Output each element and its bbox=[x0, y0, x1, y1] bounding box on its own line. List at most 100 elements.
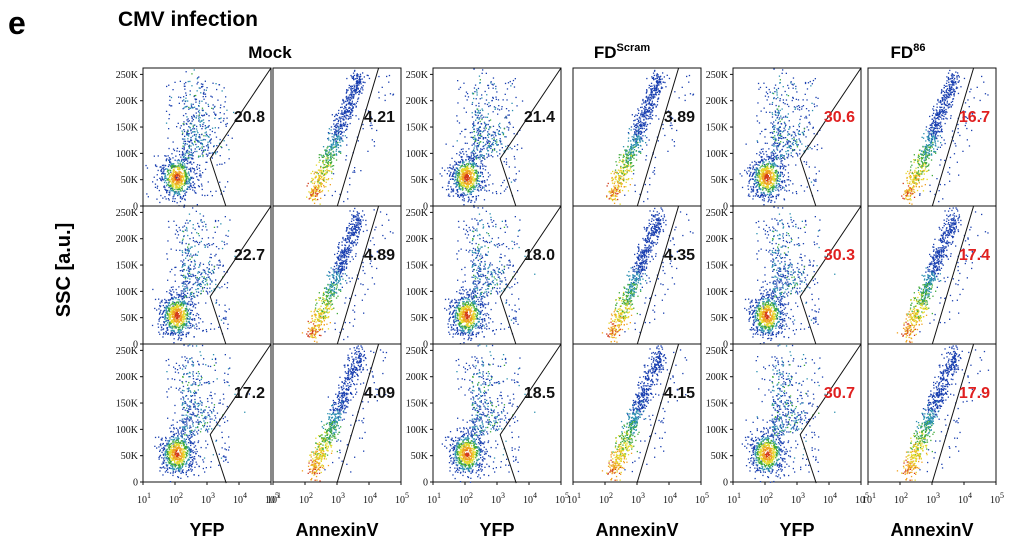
event-dot bbox=[334, 131, 336, 133]
event-dot bbox=[767, 187, 769, 189]
event-dot bbox=[492, 192, 494, 194]
event-dots bbox=[606, 69, 695, 208]
event-dot bbox=[334, 146, 336, 148]
event-dot bbox=[163, 181, 166, 184]
event-dot bbox=[798, 105, 800, 107]
event-dot bbox=[314, 194, 317, 196]
event-dot bbox=[608, 198, 610, 200]
event-dot bbox=[174, 81, 176, 83]
event-dot bbox=[626, 155, 628, 157]
event-dot bbox=[185, 158, 187, 160]
event-dot bbox=[187, 181, 189, 183]
event-dot bbox=[625, 149, 627, 151]
event-dot bbox=[181, 100, 184, 102]
event-dot bbox=[618, 186, 620, 188]
event-dot bbox=[465, 170, 467, 172]
event-dot bbox=[199, 155, 201, 157]
event-dot bbox=[483, 165, 485, 167]
event-dot bbox=[172, 174, 174, 176]
event-dot bbox=[219, 107, 222, 109]
event-dot bbox=[662, 72, 664, 74]
event-dot bbox=[184, 138, 186, 140]
event-dot bbox=[787, 155, 790, 157]
event-dot bbox=[667, 110, 670, 112]
event-dot bbox=[184, 88, 186, 90]
event-dot bbox=[502, 181, 504, 184]
event-dot bbox=[470, 170, 472, 172]
event-dot bbox=[198, 167, 200, 169]
event-dot bbox=[460, 193, 462, 195]
event-dot bbox=[943, 95, 945, 98]
event-dot bbox=[652, 96, 655, 99]
event-dot bbox=[453, 171, 455, 173]
event-dot bbox=[219, 112, 221, 114]
event-dot bbox=[761, 177, 763, 180]
event-dot bbox=[169, 175, 171, 177]
event-dot bbox=[462, 148, 464, 150]
event-dot bbox=[205, 112, 207, 114]
event-dot bbox=[174, 192, 176, 195]
event-dot bbox=[777, 189, 779, 191]
event-dot bbox=[168, 194, 170, 196]
event-dot bbox=[814, 145, 816, 147]
event-dot bbox=[183, 160, 185, 162]
event-dot bbox=[611, 190, 613, 192]
y-tick-label: 50K bbox=[411, 175, 429, 186]
event-dot bbox=[357, 97, 360, 99]
event-dot bbox=[760, 191, 762, 194]
event-dot bbox=[470, 158, 472, 160]
event-dot bbox=[631, 178, 633, 180]
event-dot bbox=[350, 90, 352, 92]
event-dot bbox=[505, 116, 507, 119]
event-dot bbox=[752, 174, 754, 176]
event-dot bbox=[785, 115, 787, 117]
event-dot bbox=[477, 122, 479, 125]
event-dot bbox=[903, 193, 905, 196]
event-dot bbox=[658, 93, 660, 95]
event-dot bbox=[752, 168, 754, 170]
event-dot bbox=[770, 170, 772, 172]
event-dot bbox=[464, 95, 467, 97]
event-dot bbox=[329, 162, 332, 164]
event-dot bbox=[350, 108, 352, 111]
event-dot bbox=[626, 157, 629, 160]
event-dot bbox=[771, 188, 774, 190]
event-dot bbox=[356, 80, 358, 82]
event-dot bbox=[455, 186, 457, 188]
event-dot bbox=[777, 187, 779, 189]
event-dot bbox=[319, 189, 321, 191]
event-dot bbox=[180, 172, 183, 174]
event-dot bbox=[798, 106, 801, 108]
event-dot bbox=[196, 108, 198, 110]
event-dot bbox=[173, 183, 175, 185]
event-dot bbox=[188, 120, 190, 122]
event-dot bbox=[475, 198, 477, 200]
event-dot bbox=[773, 162, 775, 164]
event-dot bbox=[606, 196, 608, 198]
event-dot bbox=[769, 171, 772, 173]
event-dot bbox=[495, 88, 497, 90]
event-dot bbox=[355, 115, 357, 117]
event-dot bbox=[803, 128, 806, 130]
event-dot bbox=[487, 123, 489, 126]
event-dot bbox=[463, 181, 466, 183]
event-dot bbox=[758, 183, 761, 186]
event-dot bbox=[756, 140, 758, 142]
event-dot bbox=[192, 114, 195, 116]
event-dot bbox=[765, 170, 767, 172]
event-dot bbox=[212, 82, 214, 84]
event-dot bbox=[332, 138, 334, 140]
event-dot bbox=[645, 142, 647, 144]
event-dot bbox=[752, 195, 755, 197]
event-dot bbox=[319, 184, 321, 186]
event-dot bbox=[613, 185, 615, 187]
event-dot bbox=[184, 169, 186, 171]
event-dot bbox=[225, 123, 227, 126]
event-dot bbox=[165, 177, 167, 179]
event-dot bbox=[776, 175, 778, 178]
event-dot bbox=[203, 122, 205, 124]
event-dot bbox=[487, 113, 489, 115]
event-dot bbox=[326, 171, 328, 173]
event-dot bbox=[182, 123, 184, 125]
event-dot bbox=[660, 75, 662, 77]
